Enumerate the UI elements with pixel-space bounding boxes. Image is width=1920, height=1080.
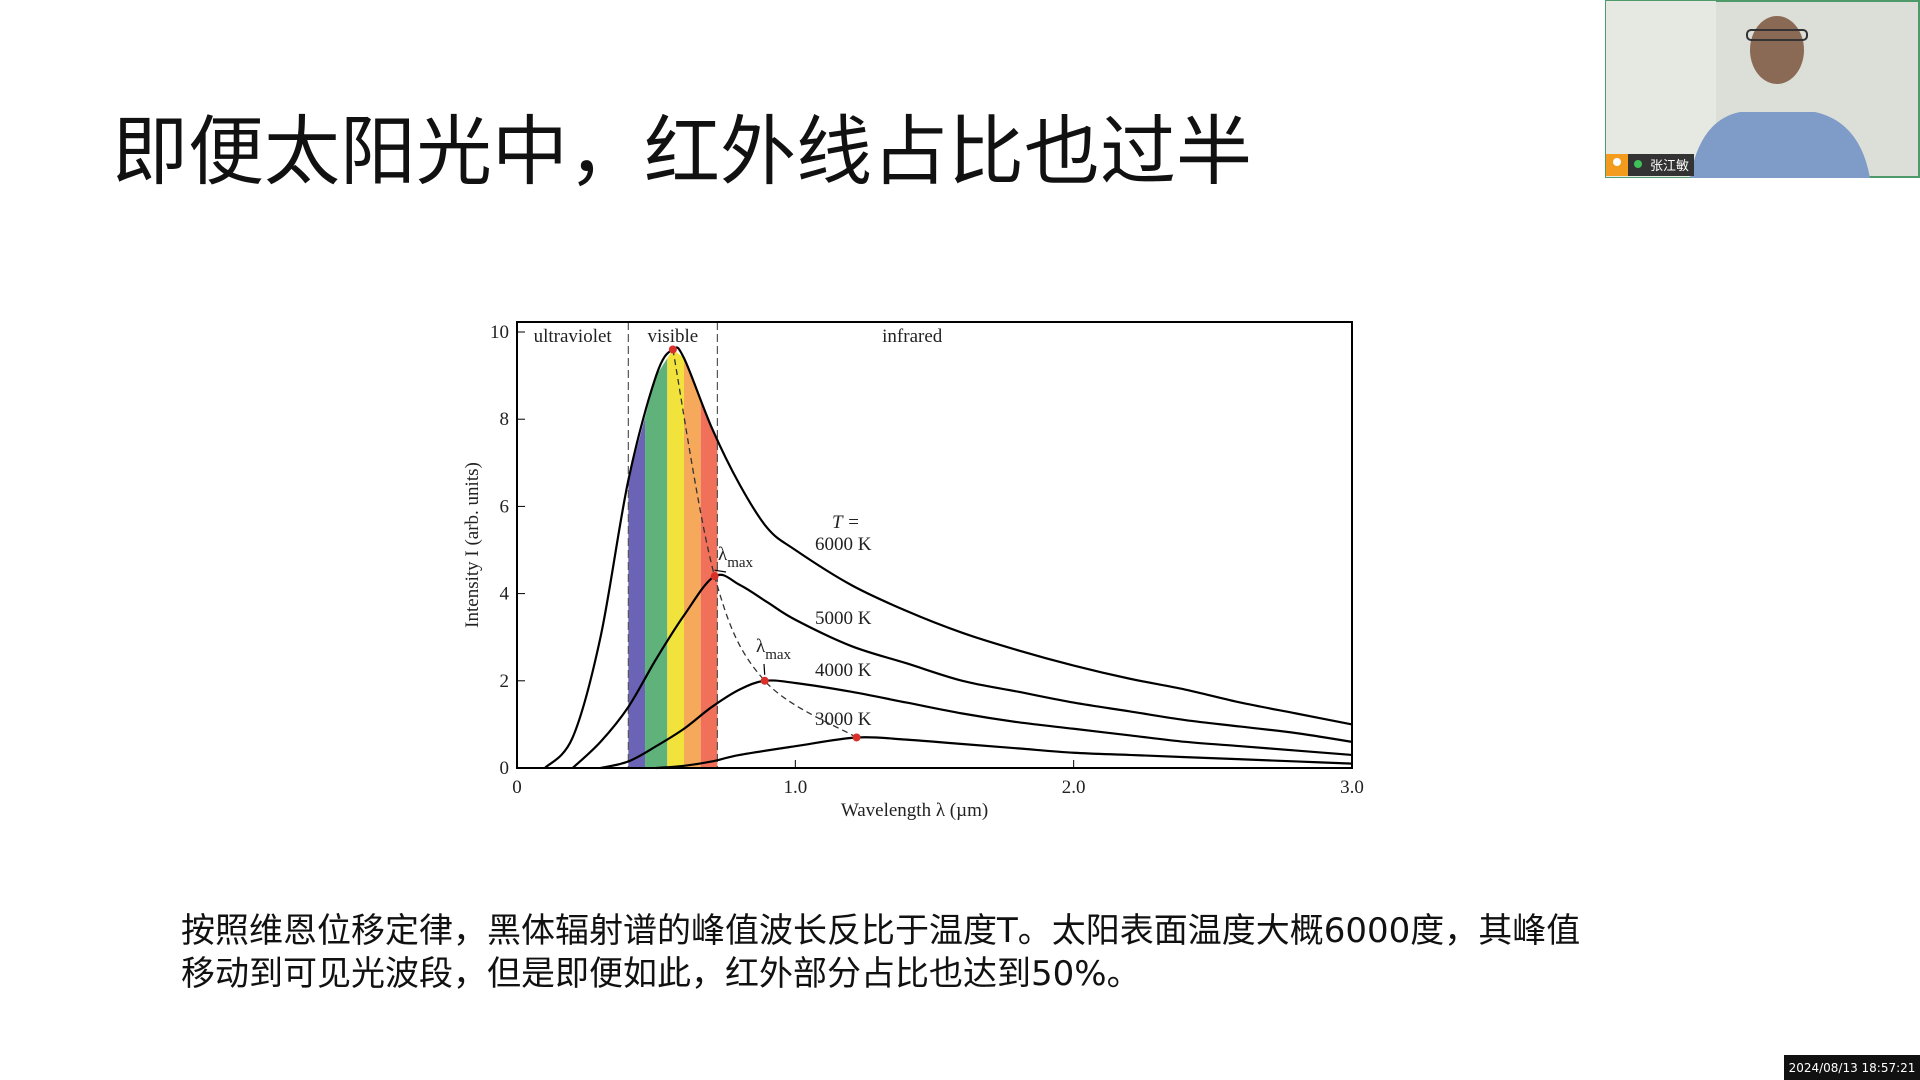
curve [600,679,1353,770]
caption-line: 移动到可见光波段，但是即便如此，红外部分占比也达到50%。 [181,954,1141,994]
slide-title: 即便太阳光中，红外线占比也过半 [112,107,1252,196]
chart: ultraviolet visible infrared 0 2 4 6 8 10 0 1.0 2.0… [462,321,1364,821]
peak-locus [672,349,857,739]
peak-dot [760,676,769,685]
peak-dot [710,572,719,581]
curve [544,346,1353,769]
series-label: 5000 K [815,608,872,629]
plot-frame [516,321,1353,769]
x-tick-label: 0 [512,777,522,798]
region-label: infrared [882,326,943,347]
participant-name: 张江敏 [1650,159,1689,174]
y-tick-label: 10 [490,322,509,343]
region-label: visible [648,326,699,347]
spectrum-band [645,349,668,768]
curve [656,736,1353,770]
curve [571,573,1353,769]
x-axis-label: Wavelength λ (µm) [841,800,988,821]
peak-subscript: max [765,647,791,663]
peak-subscript: max [727,555,753,571]
y-tick-label: 2 [500,671,510,692]
spectrum-band [700,349,718,768]
series-label: 6000 K [815,534,872,555]
y-axis-label: Intensity I (arb. units) [462,462,483,628]
peak-dot [852,733,861,742]
spectrum-band [684,349,701,768]
x-tick-label: 3.0 [1340,777,1364,798]
timestamp: 2024/08/13 18:57:21 [1789,1061,1916,1075]
spectrum-band [667,349,684,768]
x-tick-label: 1.0 [783,777,807,798]
y-tick-label: 6 [500,496,510,517]
series-label: 3000 K [815,709,872,730]
peak-arrow [763,663,766,675]
peak-symbol: λ [718,544,728,565]
peak-dot [668,345,677,354]
region-label: ultraviolet [534,326,613,347]
series-label: 4000 K [815,660,872,681]
webcam: 张江敏 [1605,0,1920,178]
peak-arrow [714,569,727,573]
timestamp-box [1784,1055,1920,1080]
y-tick-label: 0 [500,758,510,779]
peak-symbol: λ [756,636,766,657]
x-tick-label: 2.0 [1062,777,1086,798]
peak-label: λmax [756,636,792,663]
y-tick-label: 4 [500,584,510,605]
legend-title: T = [832,512,860,533]
caption-line: 按照维恩位移定律，黑体辐射谱的峰值波长反比于温度T。太阳表面温度大概6000度，… [181,911,1580,951]
y-tick-label: 8 [500,409,510,430]
peak-label: λmax [718,544,754,571]
